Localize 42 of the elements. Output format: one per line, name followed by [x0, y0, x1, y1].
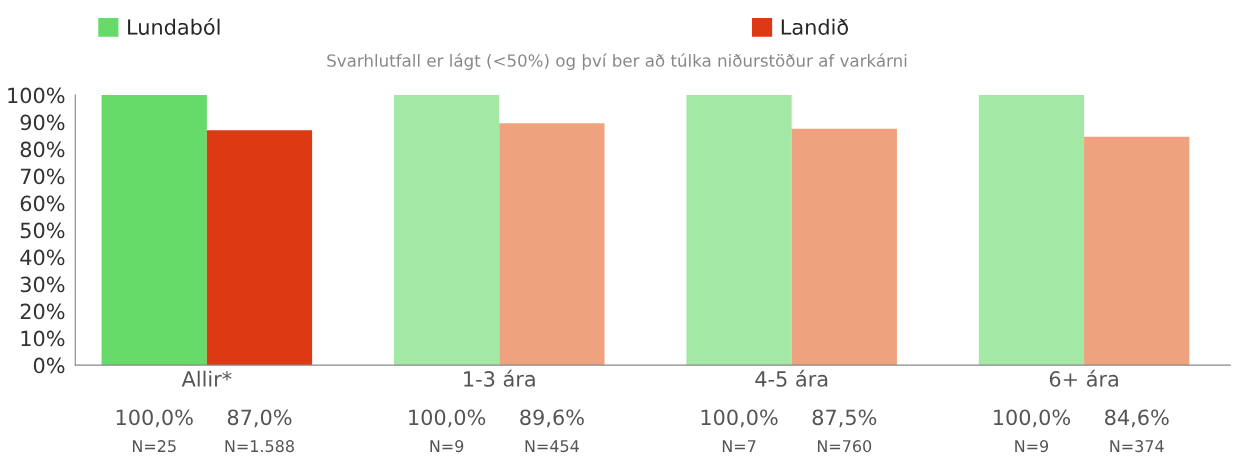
text: N=374 [1110, 440, 1164, 453]
legend-label: Lundaból [128, 17, 220, 35]
y-tick-label: 80% [20, 141, 65, 158]
x-tick-label: 6+ ára [1049, 369, 1118, 387]
bar [101, 95, 207, 366]
data-label: 100,0% [116, 409, 193, 428]
y-tick-label: 90% [20, 114, 65, 131]
data-label: 100,0% [409, 409, 486, 428]
bar [1084, 136, 1190, 366]
chart-subtitle: Svarhlutfall er lágt (<50%) og því ber að túlka niðurstöður af varkárni [327, 53, 907, 71]
x-tick-label: Allir* [181, 370, 232, 387]
text: N=9 [430, 440, 464, 453]
legend-label: Landið [781, 18, 848, 35]
y-tick-label: 100% [8, 87, 65, 104]
bar [206, 130, 313, 366]
bar [499, 123, 605, 366]
text: N=9 [1015, 440, 1049, 453]
y-tick-label: 20% [20, 303, 65, 320]
data-label: 100,0% [994, 409, 1071, 428]
text: N=454 [525, 440, 579, 453]
data-label: 84,6% [1105, 409, 1169, 428]
data-label: 100,0% [701, 409, 778, 428]
bar [978, 95, 1085, 366]
y-tick-label: 40% [20, 249, 65, 266]
data-label: 87,0% [227, 409, 292, 428]
y-tick-label: 0% [33, 357, 65, 374]
x-tick-label: 1-3 ára [464, 369, 535, 387]
y-tick-label: 70% [20, 168, 65, 185]
x-tick-label: 4-5 ára [755, 369, 828, 387]
bar [686, 95, 792, 366]
text: N=7 [722, 440, 756, 452]
text: N=1.588 [225, 440, 294, 453]
y-tick-label: 30% [20, 276, 65, 293]
text: N=25 [132, 440, 176, 453]
data-label: 87,5% [812, 409, 877, 428]
y-tick-label: 60% [20, 195, 65, 212]
bar [394, 95, 500, 366]
y-tick-label: 50% [20, 222, 65, 239]
bar [791, 128, 897, 366]
y-tick-label: 10% [21, 330, 65, 347]
text: N=760 [817, 440, 872, 453]
data-label: 89,6% [520, 409, 584, 428]
